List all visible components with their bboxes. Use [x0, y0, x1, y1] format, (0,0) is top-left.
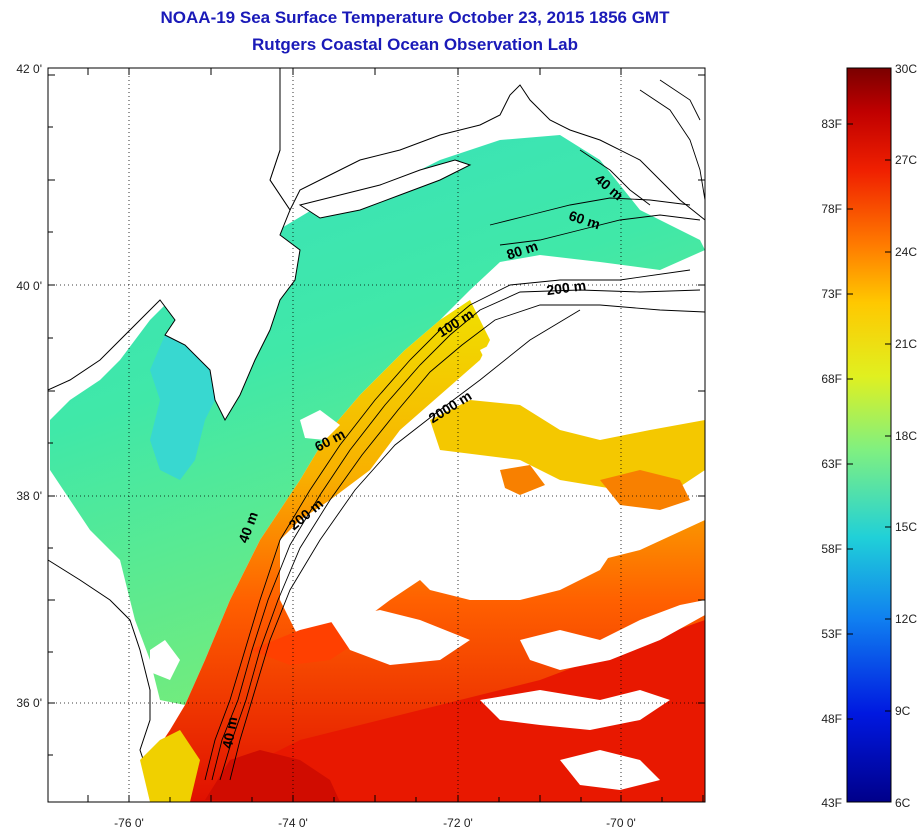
- lon-tick-label: -74 0': [278, 816, 308, 830]
- colorbar-f-label: 78F: [821, 202, 842, 216]
- lon-tick-label: -70 0': [606, 816, 636, 830]
- lat-tick-label: 40 0': [16, 279, 42, 293]
- colorbar-c-label: 21C: [895, 337, 918, 351]
- colorbar-c-label: 9C: [895, 704, 911, 718]
- colorbar-f-label: 53F: [821, 627, 842, 641]
- colorbar-c-label: 12C: [895, 612, 918, 626]
- colorbar-f-label: 68F: [821, 372, 842, 386]
- colorbar-f-label: 58F: [821, 542, 842, 556]
- land-long-island: [298, 159, 472, 219]
- contour-label: 200 m: [545, 277, 587, 298]
- bay-water: [150, 335, 215, 480]
- colorbar-ticks: [847, 67, 891, 803]
- colorbar-c-label: 18C: [895, 429, 918, 443]
- map-title: NOAA-19 Sea Surface Temperature October …: [160, 8, 670, 27]
- colorbar-f-label: 73F: [821, 287, 842, 301]
- contour-label: 40 m: [219, 715, 240, 749]
- colorbar-c-label: 27C: [895, 153, 918, 167]
- lat-tick-label: 36 0': [16, 696, 42, 710]
- colorbar-f-label: 43F: [821, 796, 842, 810]
- grid-lines: [48, 68, 705, 802]
- colorbar-c-label: 30C: [895, 62, 918, 76]
- lon-tick-label: -72 0': [443, 816, 473, 830]
- lon-tick-label: -76 0': [114, 816, 144, 830]
- colorbar-c-label: 6C: [895, 796, 911, 810]
- colorbar-f-label: 48F: [821, 712, 842, 726]
- colorbar: [846, 67, 892, 803]
- lat-tick-label: 38 0': [16, 489, 42, 503]
- colorbar-f-label: 83F: [821, 117, 842, 131]
- colorbar-f-label: 63F: [821, 457, 842, 471]
- bathymetry-contours: [204, 79, 706, 781]
- axis-ticks: [48, 68, 705, 802]
- colorbar-c-label: 15C: [895, 520, 918, 534]
- land-mid-atlantic: [47, 67, 301, 422]
- colorbar-c-label: 24C: [895, 245, 918, 259]
- map-subtitle: Rutgers Coastal Ocean Observation Lab: [252, 35, 578, 54]
- lat-tick-label: 42 0': [16, 62, 42, 76]
